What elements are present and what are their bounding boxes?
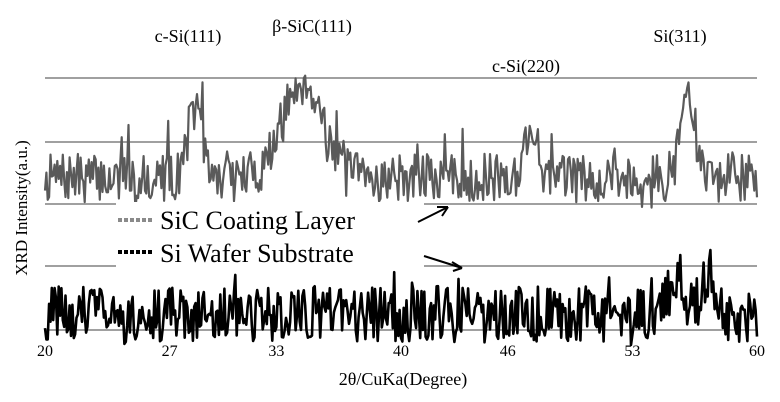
legend-arrow-sic xyxy=(417,206,449,223)
legend-background xyxy=(116,202,424,270)
annotation-c-si-111: c-Si(111) xyxy=(155,26,222,47)
x-tick-labels: 20 27 33 40 46 53 60 xyxy=(37,343,765,360)
annotation-c-si-220: c-Si(220) xyxy=(492,56,560,77)
y-axis-label: XRD Intensity(a.u.) xyxy=(12,140,31,276)
legend-arrow-sic-head xyxy=(437,206,449,217)
x-tick-label: 46 xyxy=(500,343,516,360)
legend: SiC Coating Layer Si Wafer Substrate xyxy=(116,202,463,272)
x-tick-label: 60 xyxy=(749,343,765,360)
x-tick-label: 20 xyxy=(37,343,53,360)
x-tick-label: 33 xyxy=(268,343,284,360)
annotation-si-311: Si(311) xyxy=(653,26,706,47)
series-line-sic-coating xyxy=(43,74,759,210)
legend-arrow-si xyxy=(423,255,463,269)
series-line-si-wafer xyxy=(43,248,759,347)
legend-label-si: Si Wafer Substrate xyxy=(160,239,354,268)
x-tick-label: 40 xyxy=(393,343,409,360)
x-tick-label: 27 xyxy=(162,343,178,360)
x-axis-label: 2θ/CuKa(Degree) xyxy=(339,369,468,390)
annotation-beta-sic-111: β-SiC(111) xyxy=(272,16,352,37)
x-tick-label: 53 xyxy=(624,343,640,360)
legend-label-sic: SiC Coating Layer xyxy=(160,206,355,235)
legend-arrow-si-head xyxy=(451,261,463,272)
series-layer xyxy=(43,74,759,347)
